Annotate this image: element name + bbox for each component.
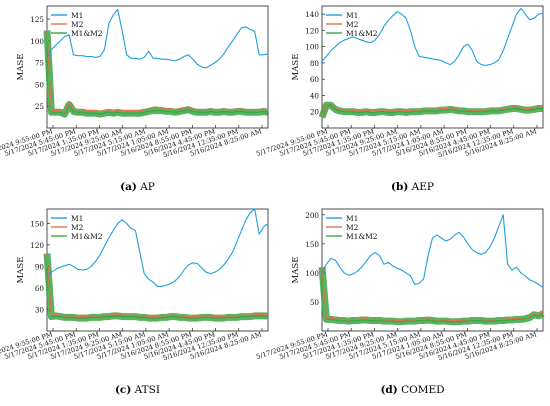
panel-comed: 50 100 150 200 MASE 5/17/2024 9:55:00 PM 5/17/…	[255, 203, 550, 406]
legend-label: M1	[71, 214, 83, 223]
y-tick-label: 60	[35, 284, 45, 293]
caption-letter: (b)	[391, 181, 409, 193]
y-tick-label: 140	[305, 10, 319, 19]
series-line-m1m2-band	[43, 30, 269, 118]
legend-label: M1&M2	[71, 232, 103, 241]
series-line-m1	[321, 214, 544, 288]
series-line-m2	[321, 103, 543, 116]
y-tick-label: 50	[35, 80, 45, 89]
y-tick-label: 100	[305, 43, 319, 52]
y-tick-label: 125	[30, 15, 44, 24]
series-line-m1m2	[46, 30, 269, 115]
y-tick-label: 90	[35, 262, 45, 271]
caption-ap: (a) AP	[0, 181, 275, 193]
y-tick-label: 150	[30, 219, 44, 228]
caption-comed: (d) COMED	[275, 384, 550, 396]
plot-frame	[321, 5, 544, 129]
y-axis-label: MASE	[16, 54, 26, 81]
panel-atsi: 30 60 90 120 150 MASE 5/17/2024 9:55:00 PM 5/17…	[0, 203, 275, 406]
caption-letter: (d)	[380, 384, 398, 396]
panel-aep: 20 40 60 80 100 120 140 MASE 5/17/2024 9:55:00 P…	[255, 0, 550, 203]
caption-atsi: (c) ATSI	[0, 384, 275, 396]
legend-label: M2	[71, 223, 84, 232]
series-line-m2	[46, 253, 268, 318]
y-tick-label: 20	[310, 108, 320, 117]
y-tick-label: 75	[35, 59, 45, 68]
legend-label: M2	[346, 223, 359, 232]
legend-label: M1&M2	[71, 29, 103, 38]
legend-label: M1	[346, 11, 358, 20]
series-line-m1m2	[46, 253, 268, 319]
series-line-m1	[321, 7, 544, 66]
y-tick-label: 25	[35, 102, 45, 111]
series-line-m1	[46, 208, 269, 288]
y-tick-label: 100	[30, 37, 44, 46]
y-tick-label: 150	[305, 240, 319, 249]
y-tick-label: 60	[310, 75, 320, 84]
legend-label: M1	[346, 214, 358, 223]
y-tick-label: 40	[310, 91, 320, 100]
y-tick-label: 120	[30, 241, 44, 250]
y-tick-label: 200	[305, 211, 319, 220]
legend-label: M2	[346, 20, 359, 29]
legend-label: M1&M2	[346, 29, 378, 38]
series-line-m1m2	[321, 267, 544, 323]
caption-title: COMED	[401, 384, 445, 396]
series-line-m2	[46, 30, 269, 113]
y-tick-label: 120	[305, 26, 319, 35]
caption-letter: (a)	[120, 181, 137, 193]
panel-ap: 25 50 75 100 125 MASE 5/17/2024 9:55:00 PM 5/17…	[0, 0, 275, 203]
legend-label: M1&M2	[346, 232, 378, 241]
y-tick-label: 100	[305, 269, 319, 278]
y-tick-label: 30	[35, 305, 45, 314]
legend-label: M1	[71, 11, 83, 20]
series-line-m2	[321, 267, 544, 322]
caption-title: AEP	[411, 181, 434, 193]
caption-letter: (c)	[114, 384, 132, 396]
y-axis-label: MASE	[291, 54, 301, 81]
y-axis-label: MASE	[16, 257, 26, 284]
y-axis-label: MASE	[291, 257, 301, 284]
y-tick-label: 50	[310, 298, 320, 307]
caption-aep: (b) AEP	[275, 181, 550, 193]
series-line-m1m2-band	[318, 266, 545, 326]
y-tick-label: 80	[310, 59, 320, 68]
legend-label: M2	[71, 20, 84, 29]
caption-title: AP	[140, 181, 155, 193]
series-line-m1	[46, 8, 269, 69]
caption-title: ATSI	[134, 384, 161, 396]
series-line-m1m2	[321, 104, 543, 118]
